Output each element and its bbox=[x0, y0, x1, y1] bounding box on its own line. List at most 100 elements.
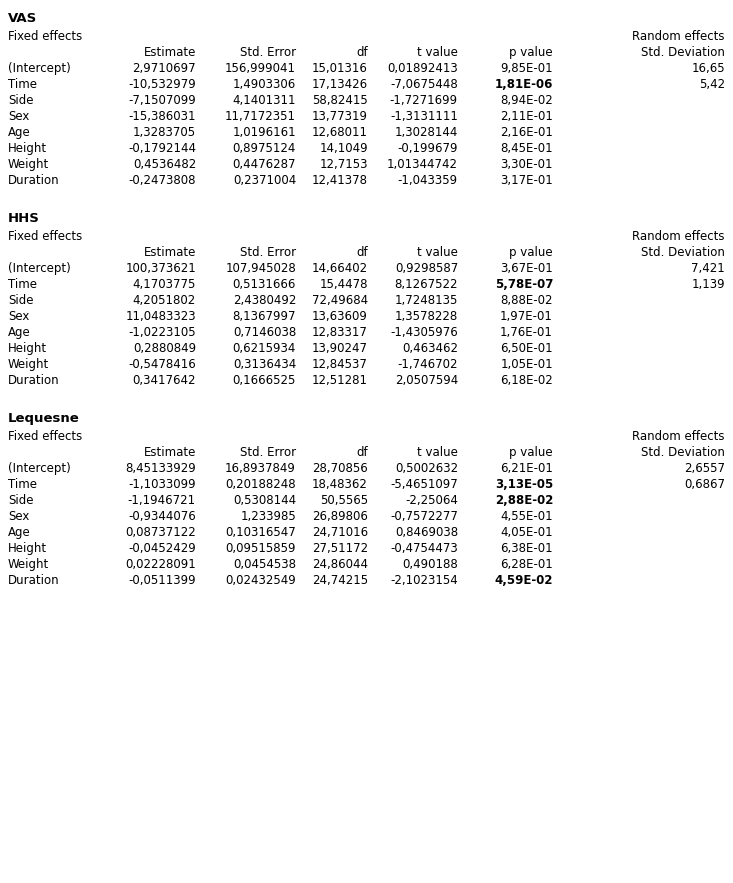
Text: 1,81E-06: 1,81E-06 bbox=[495, 78, 553, 91]
Text: Fixed effects: Fixed effects bbox=[8, 30, 82, 43]
Text: (Intercept): (Intercept) bbox=[8, 62, 71, 75]
Text: -2,1023154: -2,1023154 bbox=[390, 574, 458, 587]
Text: 13,77319: 13,77319 bbox=[312, 110, 368, 123]
Text: -1,746702: -1,746702 bbox=[397, 358, 458, 371]
Text: 3,17E-01: 3,17E-01 bbox=[500, 174, 553, 187]
Text: 3,30E-01: 3,30E-01 bbox=[501, 158, 553, 171]
Text: 0,02432549: 0,02432549 bbox=[225, 574, 296, 587]
Text: 0,9298587: 0,9298587 bbox=[395, 262, 458, 275]
Text: Std. Error: Std. Error bbox=[240, 46, 296, 59]
Text: 0,7146038: 0,7146038 bbox=[233, 326, 296, 339]
Text: Time: Time bbox=[8, 278, 37, 291]
Text: -1,3131111: -1,3131111 bbox=[390, 110, 458, 123]
Text: 2,6557: 2,6557 bbox=[684, 462, 725, 475]
Text: Weight: Weight bbox=[8, 358, 49, 371]
Text: Std. Error: Std. Error bbox=[240, 246, 296, 259]
Text: -0,4754473: -0,4754473 bbox=[390, 542, 458, 555]
Text: 6,18E-02: 6,18E-02 bbox=[500, 374, 553, 387]
Text: 4,1401311: 4,1401311 bbox=[232, 94, 296, 107]
Text: Height: Height bbox=[8, 542, 47, 555]
Text: 4,59E-02: 4,59E-02 bbox=[495, 574, 553, 587]
Text: 28,70856: 28,70856 bbox=[312, 462, 368, 475]
Text: 0,10316547: 0,10316547 bbox=[225, 526, 296, 539]
Text: p value: p value bbox=[509, 446, 553, 459]
Text: 0,4536482: 0,4536482 bbox=[133, 158, 196, 171]
Text: Side: Side bbox=[8, 494, 34, 507]
Text: -1,7271699: -1,7271699 bbox=[390, 94, 458, 107]
Text: df: df bbox=[356, 246, 368, 259]
Text: 0,01892413: 0,01892413 bbox=[387, 62, 458, 75]
Text: Sex: Sex bbox=[8, 310, 29, 323]
Text: 6,38E-01: 6,38E-01 bbox=[501, 542, 553, 555]
Text: 0,3136434: 0,3136434 bbox=[233, 358, 296, 371]
Text: -1,4305976: -1,4305976 bbox=[390, 326, 458, 339]
Text: p value: p value bbox=[509, 246, 553, 259]
Text: 1,76E-01: 1,76E-01 bbox=[500, 326, 553, 339]
Text: 2,11E-01: 2,11E-01 bbox=[500, 110, 553, 123]
Text: Sex: Sex bbox=[8, 110, 29, 123]
Text: Fixed effects: Fixed effects bbox=[8, 430, 82, 443]
Text: 5,78E-07: 5,78E-07 bbox=[495, 278, 553, 291]
Text: 1,3028144: 1,3028144 bbox=[394, 126, 458, 139]
Text: 2,16E-01: 2,16E-01 bbox=[500, 126, 553, 139]
Text: -15,386031: -15,386031 bbox=[128, 110, 196, 123]
Text: -7,0675448: -7,0675448 bbox=[390, 78, 458, 91]
Text: -1,1946721: -1,1946721 bbox=[128, 494, 196, 507]
Text: 1,0196161: 1,0196161 bbox=[232, 126, 296, 139]
Text: 0,3417642: 0,3417642 bbox=[133, 374, 196, 387]
Text: 15,4478: 15,4478 bbox=[320, 278, 368, 291]
Text: 12,51281: 12,51281 bbox=[312, 374, 368, 387]
Text: -5,4651097: -5,4651097 bbox=[390, 478, 458, 491]
Text: 9,85E-01: 9,85E-01 bbox=[501, 62, 553, 75]
Text: Random effects: Random effects bbox=[633, 230, 725, 243]
Text: 5,42: 5,42 bbox=[699, 78, 725, 91]
Text: 4,05E-01: 4,05E-01 bbox=[501, 526, 553, 539]
Text: 0,2880849: 0,2880849 bbox=[133, 342, 196, 355]
Text: Estimate: Estimate bbox=[144, 246, 196, 259]
Text: Height: Height bbox=[8, 342, 47, 355]
Text: 18,48362: 18,48362 bbox=[312, 478, 368, 491]
Text: 0,02228091: 0,02228091 bbox=[125, 558, 196, 571]
Text: 0,5002632: 0,5002632 bbox=[395, 462, 458, 475]
Text: 12,41378: 12,41378 bbox=[312, 174, 368, 187]
Text: Std. Deviation: Std. Deviation bbox=[641, 46, 725, 59]
Text: 0,08737122: 0,08737122 bbox=[125, 526, 196, 539]
Text: 12,84537: 12,84537 bbox=[312, 358, 368, 371]
Text: 4,55E-01: 4,55E-01 bbox=[501, 510, 553, 523]
Text: 58,82415: 58,82415 bbox=[312, 94, 368, 107]
Text: 3,67E-01: 3,67E-01 bbox=[500, 262, 553, 275]
Text: 2,4380492: 2,4380492 bbox=[232, 294, 296, 307]
Text: Random effects: Random effects bbox=[633, 430, 725, 443]
Text: (Intercept): (Intercept) bbox=[8, 262, 71, 275]
Text: Weight: Weight bbox=[8, 558, 49, 571]
Text: 8,45133929: 8,45133929 bbox=[125, 462, 196, 475]
Text: Estimate: Estimate bbox=[144, 46, 196, 59]
Text: -1,1033099: -1,1033099 bbox=[128, 478, 196, 491]
Text: Side: Side bbox=[8, 94, 34, 107]
Text: Std. Deviation: Std. Deviation bbox=[641, 446, 725, 459]
Text: Duration: Duration bbox=[8, 574, 59, 587]
Text: 16,8937849: 16,8937849 bbox=[225, 462, 296, 475]
Text: 6,28E-01: 6,28E-01 bbox=[500, 558, 553, 571]
Text: -0,1792144: -0,1792144 bbox=[128, 142, 196, 155]
Text: Std. Deviation: Std. Deviation bbox=[641, 246, 725, 259]
Text: VAS: VAS bbox=[8, 12, 37, 25]
Text: 1,05E-01: 1,05E-01 bbox=[501, 358, 553, 371]
Text: 14,1049: 14,1049 bbox=[320, 142, 368, 155]
Text: -0,2473808: -0,2473808 bbox=[128, 174, 196, 187]
Text: 0,5131666: 0,5131666 bbox=[232, 278, 296, 291]
Text: 0,8975124: 0,8975124 bbox=[232, 142, 296, 155]
Text: Age: Age bbox=[8, 526, 31, 539]
Text: 1,3283705: 1,3283705 bbox=[133, 126, 196, 139]
Text: -1,0223105: -1,0223105 bbox=[128, 326, 196, 339]
Text: 1,97E-01: 1,97E-01 bbox=[500, 310, 553, 323]
Text: Time: Time bbox=[8, 478, 37, 491]
Text: Weight: Weight bbox=[8, 158, 49, 171]
Text: 12,68011: 12,68011 bbox=[312, 126, 368, 139]
Text: Side: Side bbox=[8, 294, 34, 307]
Text: p value: p value bbox=[509, 46, 553, 59]
Text: 72,49684: 72,49684 bbox=[312, 294, 368, 307]
Text: 8,45E-01: 8,45E-01 bbox=[501, 142, 553, 155]
Text: -1,043359: -1,043359 bbox=[398, 174, 458, 187]
Text: 0,8469038: 0,8469038 bbox=[395, 526, 458, 539]
